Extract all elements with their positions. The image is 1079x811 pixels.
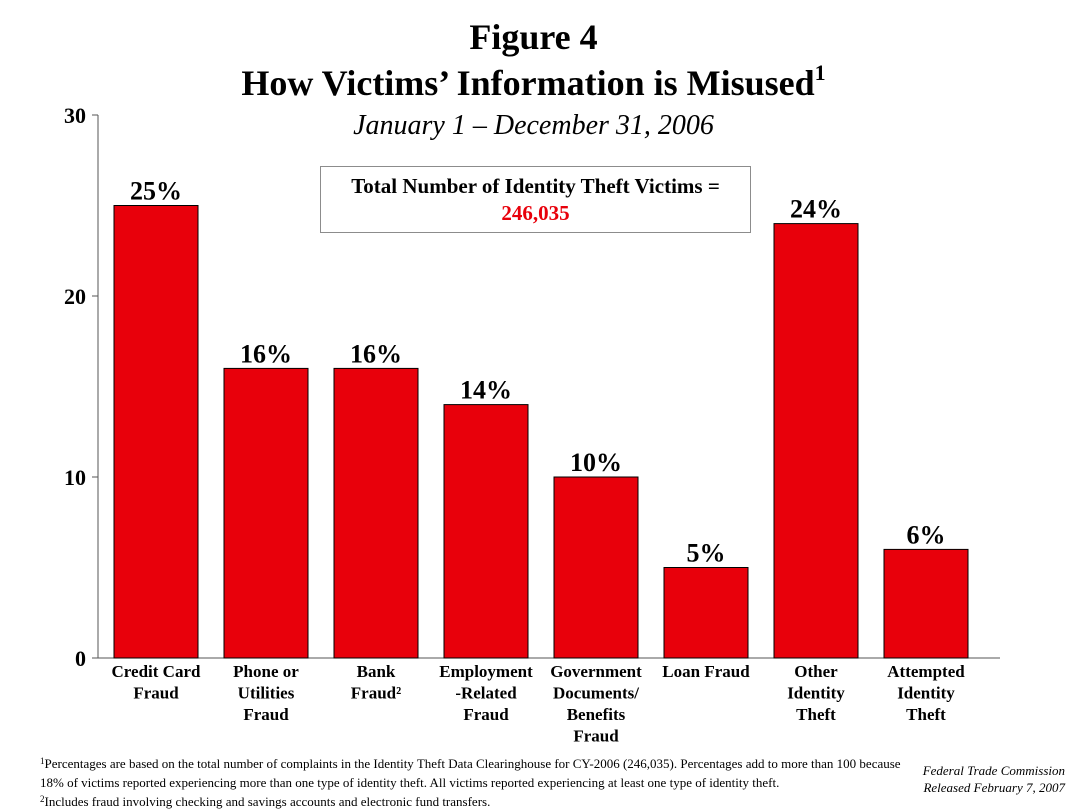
source-line-2: Released February 7, 2007 bbox=[923, 780, 1065, 795]
category-label: Other Identity Theft bbox=[787, 662, 845, 724]
footnote-2-marker: 2 bbox=[40, 794, 45, 804]
y-tick-label: 30 bbox=[64, 103, 86, 128]
category-label: Employment -Related Fraud bbox=[439, 662, 533, 724]
total-victims-value: 246,035 bbox=[501, 201, 570, 225]
category-label: Loan Fraud bbox=[662, 662, 750, 681]
data-label: 25% bbox=[130, 177, 182, 206]
bar bbox=[223, 367, 309, 659]
bar bbox=[333, 367, 419, 659]
footnote-1-text: Percentages are based on the total numbe… bbox=[40, 756, 901, 790]
category-label: Credit Card Fraud bbox=[112, 662, 201, 703]
figure-number-text: Figure 4 bbox=[469, 17, 598, 57]
bar bbox=[443, 404, 529, 659]
footnote-2: 2Includes fraud involving checking and s… bbox=[40, 792, 920, 811]
category-label: Attempted Identity Theft bbox=[887, 662, 965, 724]
y-tick-label: 0 bbox=[75, 646, 86, 671]
category-label: Bank Fraud² bbox=[351, 662, 401, 703]
data-label: 6% bbox=[907, 520, 946, 549]
footnote-1-marker: 1 bbox=[40, 756, 45, 766]
category-label: Government Documents/Benefits Fraud bbox=[550, 662, 642, 746]
category-label: Phone or Utilities Fraud bbox=[233, 662, 299, 724]
bar bbox=[883, 548, 969, 659]
data-label: 16% bbox=[350, 339, 402, 368]
data-label: 24% bbox=[790, 195, 842, 224]
footnote-2-text: Includes fraud involving checking and sa… bbox=[44, 794, 491, 809]
data-label: 14% bbox=[460, 376, 512, 405]
chart-subtitle: January 1 – December 31, 2006 bbox=[353, 110, 714, 141]
y-tick-label: 10 bbox=[64, 465, 86, 490]
total-victims-label: Total Number of Identity Theft Victims = bbox=[351, 174, 720, 198]
total-victims-box: Total Number of Identity Theft Victims =… bbox=[320, 166, 751, 233]
title-footnote-marker: 1 bbox=[814, 60, 826, 85]
data-label: 5% bbox=[687, 539, 726, 568]
chart-title: How Victims’ Information is Misused1 bbox=[0, 60, 1067, 104]
data-label: 16% bbox=[240, 339, 292, 368]
figure-number: Figure 4 bbox=[0, 16, 1067, 58]
bar bbox=[663, 567, 749, 659]
footnote-1: 1Percentages are based on the total numb… bbox=[40, 754, 920, 792]
source-line-1: Federal Trade Commission bbox=[922, 763, 1065, 778]
bar bbox=[553, 476, 639, 659]
bar bbox=[773, 223, 859, 659]
data-label: 10% bbox=[570, 448, 622, 477]
footnotes: 1Percentages are based on the total numb… bbox=[40, 754, 920, 811]
chart-title-text: How Victims’ Information is Misused bbox=[241, 63, 815, 103]
y-tick-label: 20 bbox=[64, 284, 86, 309]
source-credit: Federal Trade Commission Released Februa… bbox=[900, 762, 1065, 796]
bar bbox=[113, 205, 199, 659]
